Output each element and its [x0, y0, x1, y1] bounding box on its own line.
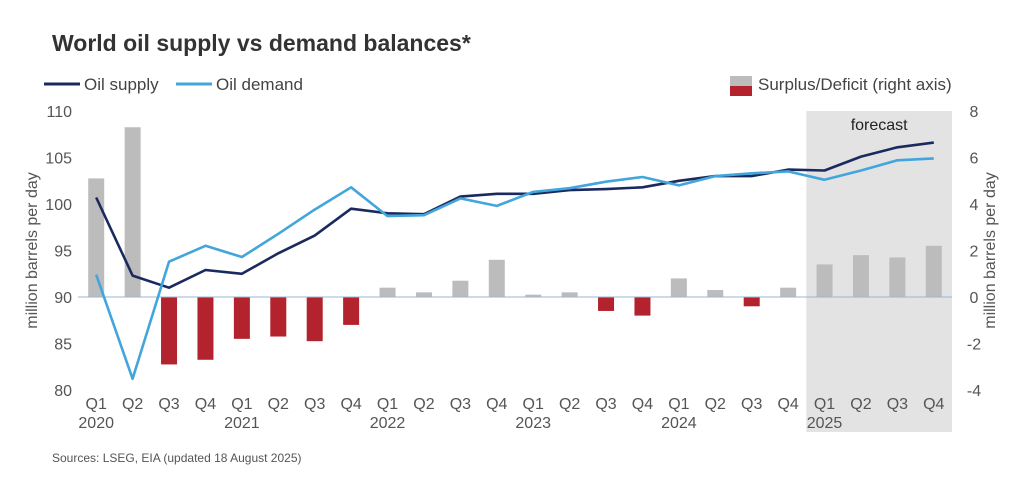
bar-10	[452, 280, 469, 297]
x-tick-label: Q4	[486, 396, 507, 413]
surplus-deficit-bars	[88, 127, 942, 365]
bar-23	[925, 245, 942, 297]
bar-12	[525, 294, 542, 297]
x-tick-label: Q1	[523, 396, 544, 413]
left-tick-label: 100	[45, 197, 72, 214]
bar-16	[670, 278, 687, 297]
source-note: Sources: LSEG, EIA (updated 18 August 20…	[52, 451, 302, 465]
oil-demand-line	[94, 157, 934, 381]
oil-supply-line	[95, 141, 934, 290]
right-tick-label: 4	[970, 197, 979, 214]
x-tick-label: Q2	[413, 396, 434, 413]
legend: Oil supply Oil demand Surplus/Deficit (rig…	[44, 75, 952, 96]
right-tick-label: -2	[967, 337, 981, 354]
left-tick-label: 105	[45, 151, 72, 168]
x-tick-label: Q4	[632, 396, 653, 413]
x-tick-label: Q4	[923, 396, 944, 413]
x-tick-label: Q2	[850, 396, 871, 413]
bar-8	[379, 287, 396, 297]
bar-1	[124, 127, 141, 298]
forecast-label: forecast	[851, 117, 908, 134]
x-tick-label: Q2	[122, 396, 143, 413]
x-tick-label: Q2	[268, 396, 289, 413]
x-tick-label: Q4	[195, 396, 216, 413]
x-tick-label: Q3	[741, 396, 762, 413]
bar-20	[816, 264, 833, 297]
chart-title: World oil supply vs demand balances*	[52, 30, 471, 56]
left-axis-title: million barrels per day	[24, 172, 41, 329]
bar-14	[598, 297, 615, 311]
x-tick-label: Q3	[595, 396, 616, 413]
year-label: 2020	[78, 415, 114, 432]
axes: 80 85 90 95 100 105 110 -4 -2 0 2 4 6 8 million barrel…	[24, 104, 999, 432]
x-tick-label: Q3	[158, 396, 179, 413]
x-tick-label: Q4	[340, 396, 361, 413]
left-tick-label: 95	[54, 244, 72, 261]
bar-0	[88, 178, 105, 297]
left-tick-label: 85	[54, 337, 72, 354]
left-tick-label: 110	[46, 104, 72, 121]
right-tick-label: 8	[970, 104, 979, 121]
x-tick-label: Q3	[304, 396, 325, 413]
bar-11	[488, 259, 505, 297]
x-tick-label: Q1	[814, 396, 835, 413]
year-label: 2025	[807, 415, 843, 432]
bar-6	[306, 297, 323, 342]
legend-label-bars: Surplus/Deficit (right axis)	[758, 75, 952, 94]
bar-19	[780, 287, 797, 297]
legend-label-supply: Oil supply	[84, 75, 159, 94]
legend-swatch-deficit	[730, 86, 752, 96]
right-tick-label: 6	[970, 151, 979, 168]
left-tick-label: 80	[54, 383, 72, 400]
right-tick-label: -4	[967, 383, 981, 400]
right-tick-label: 0	[970, 290, 979, 307]
legend-label-demand: Oil demand	[216, 75, 303, 94]
x-tick-label: Q2	[559, 396, 580, 413]
bar-13	[561, 292, 578, 297]
bar-17	[707, 290, 724, 297]
bar-21	[852, 255, 869, 297]
year-label: 2024	[661, 415, 697, 432]
bar-7	[343, 297, 360, 325]
bar-2	[161, 297, 178, 365]
bar-18	[743, 297, 760, 307]
x-tick-label: Q1	[668, 396, 689, 413]
bar-22	[889, 257, 906, 297]
x-tick-label: Q4	[777, 396, 798, 413]
x-tick-label: Q1	[231, 396, 252, 413]
legend-swatch-surplus	[730, 76, 752, 86]
year-label: 2021	[224, 415, 260, 432]
bar-5	[270, 297, 287, 337]
right-tick-label: 2	[970, 244, 979, 261]
bar-15	[634, 297, 651, 316]
bar-3	[197, 297, 214, 360]
x-tick-label: Q2	[705, 396, 726, 413]
series-lines	[94, 141, 934, 381]
year-label: 2023	[515, 415, 551, 432]
bar-9	[415, 292, 432, 297]
x-tick-label: Q1	[377, 396, 398, 413]
bar-4	[233, 297, 250, 339]
x-tick-label: Q1	[86, 396, 107, 413]
right-axis-title: million barrels per day	[982, 172, 999, 329]
x-tick-label: Q3	[887, 396, 908, 413]
year-label: 2022	[370, 415, 406, 432]
left-tick-label: 90	[54, 290, 72, 307]
x-tick-label: Q3	[450, 396, 471, 413]
